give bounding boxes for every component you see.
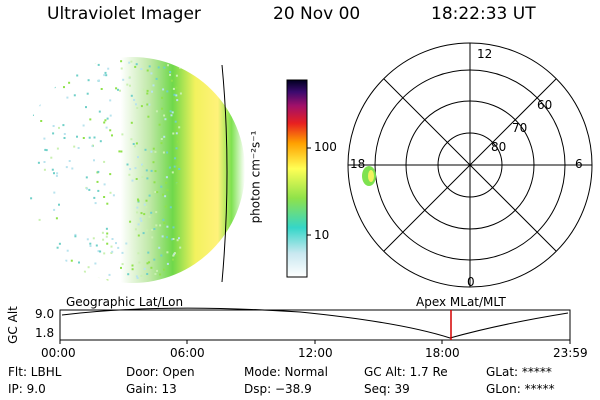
colorbar-tick-10: 10 — [314, 228, 330, 242]
door-status: Door: Open — [126, 365, 195, 379]
mlt-label-18: 18 — [350, 157, 366, 171]
time-tick-1800: 18:00 — [425, 346, 460, 360]
alt-tick-1-8: 1.8 — [35, 326, 55, 340]
gc-alt-status: GC Alt: 1.7 Re — [364, 365, 448, 379]
date-label: 20 Nov 00 — [273, 4, 361, 24]
mlt-label-6: 6 — [575, 157, 583, 171]
gc-alt-axis-label: GC Alt — [5, 306, 20, 344]
filter-status: Flt: LBHL — [8, 365, 62, 379]
dsp-status: Dsp: −38.9 — [244, 382, 312, 396]
alt-tick-9: 9.0 — [35, 307, 55, 321]
time-tick-0000: 00:00 — [41, 346, 76, 360]
lat-label-60: 60 — [537, 98, 553, 112]
lat-label-80: 80 — [491, 140, 507, 154]
mode-status: Mode: Normal — [244, 365, 328, 379]
colorbar-tick-100: 100 — [314, 140, 337, 154]
lat-label-70: 70 — [512, 121, 528, 135]
ip-status: IP: 9.0 — [8, 382, 46, 396]
seq-status: Seq: 39 — [364, 382, 410, 396]
glat-status: GLat: ***** — [486, 365, 552, 379]
time-tick-2359: 23:59 — [553, 346, 588, 360]
gain-status: Gain: 13 — [126, 382, 177, 396]
glon-status: GLon: ***** — [486, 382, 555, 396]
time-tick-1200: 12:00 — [298, 346, 333, 360]
instrument-title: Ultraviolet Imager — [47, 4, 201, 24]
geographic-caption: Geographic Lat/Lon — [66, 295, 184, 309]
apex-caption: Apex MLat/MLT — [416, 295, 506, 309]
time-label: 18:22:33 UT — [431, 4, 536, 24]
mlt-label-12: 12 — [477, 47, 493, 61]
mlt-label-0: 0 — [467, 275, 475, 289]
time-tick-0600: 06:00 — [170, 346, 205, 360]
